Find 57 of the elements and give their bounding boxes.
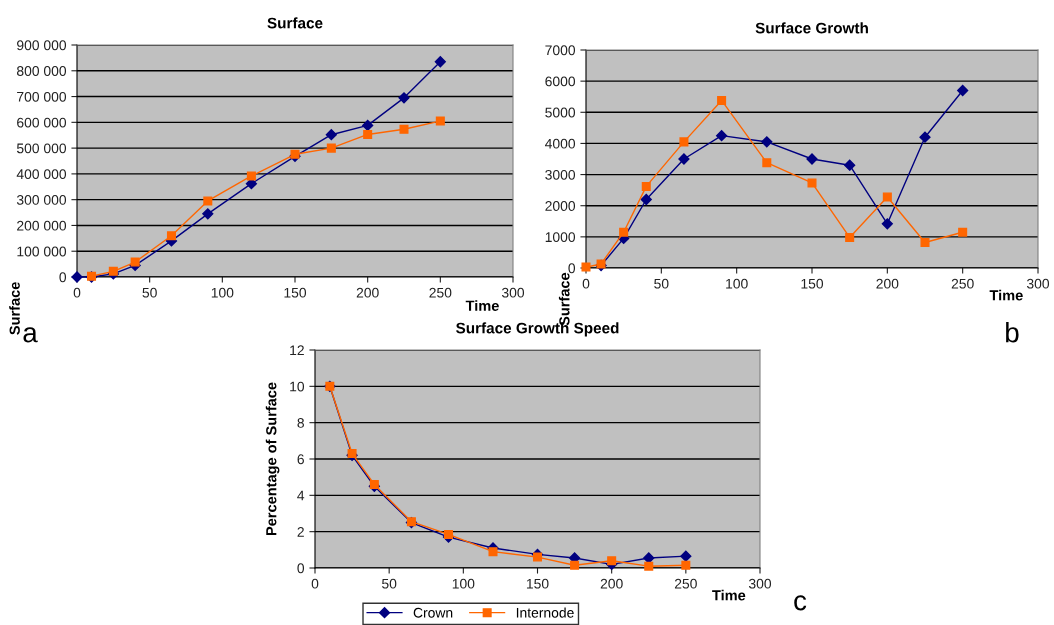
y-tick-label: 200 000 [17, 220, 67, 231]
x-tick-label: 300 [748, 578, 772, 589]
y-tick-label: 8 [297, 418, 304, 428]
y-tick-label: 6000 [545, 76, 576, 87]
x-tick-label: 150 [526, 578, 549, 589]
x-axis-title: Time [712, 589, 746, 601]
y-tick-label: 3000 [545, 169, 576, 180]
x-tick-label: 200 [876, 278, 899, 289]
y-tick-label: 800 000 [16, 66, 67, 76]
x-tick-label: 100 [452, 578, 475, 589]
x-tick-label: 0 [311, 578, 319, 589]
text: c [794, 595, 807, 611]
y-tick-label: 600 000 [17, 117, 67, 128]
x-tick-label: 250 [429, 287, 452, 298]
x-axis-title: Time [465, 300, 499, 311]
x-tick-label: 0 [73, 287, 81, 298]
x-tick-label: 300 [1026, 278, 1050, 289]
y-tick-label: 2 [297, 527, 304, 537]
x-tick-label: 50 [654, 278, 669, 289]
x-tick-label: 200 [600, 578, 623, 589]
y-tick-label: 1000 [545, 232, 576, 243]
y-tick-label: 100 000 [17, 246, 67, 257]
y-axis-title: Surface [9, 282, 20, 335]
x-tick-label: 100 [726, 278, 748, 289]
y-tick-label: 4 [297, 490, 305, 501]
y-tick-label: 300 000 [16, 195, 67, 205]
y-axis-title: Percentage of Surface [265, 382, 280, 536]
y-tick-label: 4000 [545, 138, 576, 149]
x-tick-label: 150 [284, 287, 307, 298]
y-tick-label: 0 [297, 563, 305, 574]
y-tick-label: 2000 [545, 201, 576, 211]
y-tick-label: 500 000 [16, 143, 67, 154]
y-tick-label: 700 000 [17, 91, 67, 102]
x-tick-label: 250 [951, 278, 974, 289]
x-tick-label: 50 [382, 578, 397, 589]
x-tick-label: 300 [501, 287, 525, 298]
x-tick-label: 50 [142, 287, 157, 298]
y-tick-label: 7000 [545, 45, 576, 56]
y-tick-label: 10 [290, 381, 305, 392]
legend-label: Internode [516, 607, 574, 618]
chart-title: Surface [267, 17, 323, 29]
x-tick-label: 200 [356, 287, 379, 298]
chart-title: Surface Growth [755, 22, 868, 34]
x-tick-label: 250 [674, 578, 697, 589]
legend-label: Crown [413, 607, 453, 618]
text: b [1006, 322, 1019, 343]
y-tick-label: 5000 [545, 107, 576, 118]
y-tick-label: 900 000 [17, 40, 67, 51]
y-tick-label: 6 [297, 454, 304, 465]
x-tick-label: 100 [211, 287, 234, 298]
x-tick-label: 0 [582, 278, 590, 289]
y-tick-label: 400 000 [16, 169, 67, 180]
y-tick-label: 12 [290, 345, 304, 356]
x-tick-label: 150 [801, 278, 824, 289]
text: a [23, 327, 38, 343]
x-axis-title: Time [989, 289, 1023, 301]
y-tick-label: 0 [568, 263, 576, 274]
